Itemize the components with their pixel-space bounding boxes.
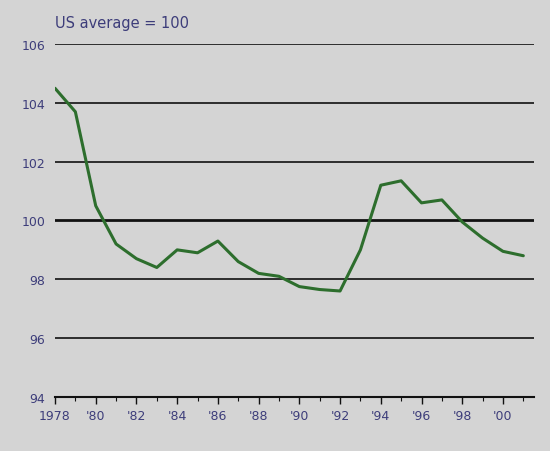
Text: US average = 100: US average = 100 xyxy=(55,16,189,31)
